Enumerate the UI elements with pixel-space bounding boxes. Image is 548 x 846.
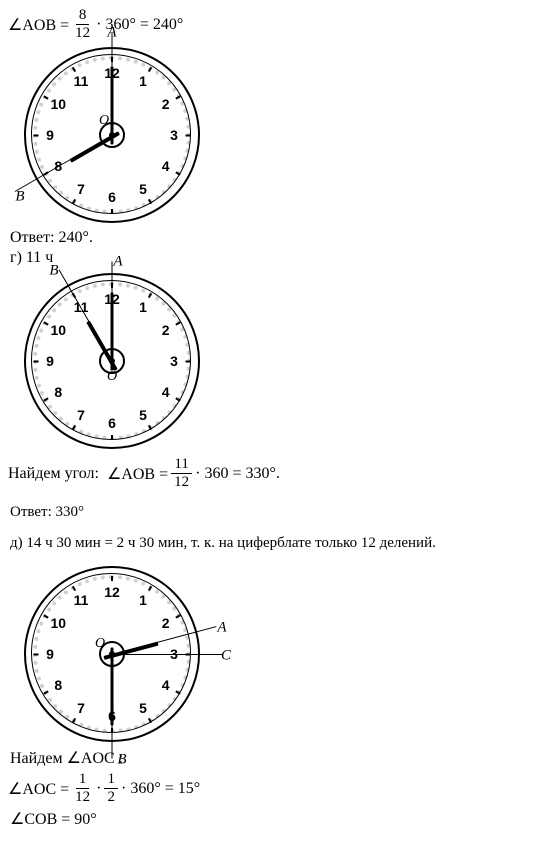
clock-numeral: 5 [139,700,147,716]
clock-numeral: 10 [51,96,67,112]
frac-num: 1 [104,772,118,789]
clock-2-30: 121234567891011ABCO [24,566,200,742]
clock-numeral: 10 [51,322,67,338]
fraction-11-12: 11 12 [171,457,192,490]
formula-rest: · 360° = 15° [121,780,200,798]
formula-aob-11-12: Найдем угол: ∠AOB = 11 12 · 360 = 330°. [8,457,548,490]
point-label: O [99,113,109,129]
point-label: B [49,263,58,280]
point-label: B [15,189,24,206]
clock-8-oclock: 121234567891011ABO [24,47,200,223]
frac-num: 8 [76,8,90,25]
answer-330: Ответ: 330° [10,504,548,521]
clock-numeral: 4 [162,384,170,400]
frac-num: 11 [171,457,191,474]
formula-aob-8-12: ∠AOB = 8 12 · 360° = 240° [8,8,548,41]
clock-numeral: 2 [162,322,170,338]
clock-numeral: 12 [104,584,120,600]
clock-numeral: 11 [74,73,89,89]
formula-lhs: ∠AOB = [8,15,69,35]
point-label: C [221,648,231,665]
clock-numeral: 4 [162,158,170,174]
fraction-1-2: 1 2 [104,772,118,805]
clock-numeral: 5 [139,407,147,423]
formula-aoc: ∠AOC = 1 12 · 1 2 · 360° = 15° [8,772,548,805]
find-angle-label: Найдем угол: [8,465,99,483]
frac-den: 12 [72,25,93,41]
clock-numeral: 9 [46,646,54,662]
clock-numeral: 7 [77,700,85,716]
clock-numeral: 7 [77,181,85,197]
frac-den: 12 [171,474,192,490]
angle-cob: ∠COB = 90° [10,809,548,829]
formula-lhs: ∠AOB = [107,464,168,484]
clock-numeral: 11 [74,592,89,608]
clock-numeral: 9 [46,127,54,143]
clock-numeral: 1 [139,73,147,89]
clock-11-oclock: 121234567891011ABO [24,273,200,449]
clock-numeral: 5 [139,181,147,197]
formula-rest: · 360 = 330°. [195,465,280,483]
clock-numeral: 8 [54,384,62,400]
frac-den: 12 [72,789,93,805]
clock-numeral: 2 [162,615,170,631]
point-label: A [217,620,226,637]
clock-numeral: 10 [51,615,67,631]
point-label: B [117,752,126,769]
fraction-8-12: 8 12 [72,8,93,41]
clock-numeral: 6 [108,189,116,205]
clock-numeral: 3 [170,127,178,143]
clock-numeral: 9 [46,353,54,369]
clock-numeral: 2 [162,96,170,112]
dot: · [96,780,101,798]
point-label: A [107,25,116,42]
clock-numeral: 4 [162,677,170,693]
clock-numeral: 8 [54,677,62,693]
clock-numeral: 3 [170,353,178,369]
part-g-label: г) 11 ч [10,249,548,267]
clock-numeral: 1 [139,299,147,315]
formula-lhs: ∠AOC = [8,779,69,799]
part-d-text: д) 14 ч 30 мин = 2 ч 30 мин, т. к. на ци… [10,535,548,552]
clock-numeral: 6 [108,415,116,431]
point-label: O [95,636,105,652]
fraction-1-12: 1 12 [72,772,93,805]
clock-numeral: 7 [77,407,85,423]
frac-den: 2 [104,789,118,805]
point-label: A [113,254,122,271]
answer-240: Ответ: 240°. [10,229,548,247]
find-aoc-label: Найдем ∠AOC : [10,748,548,768]
point-label: O [107,369,117,385]
clock-numeral: 1 [139,592,147,608]
frac-num: 1 [76,772,90,789]
